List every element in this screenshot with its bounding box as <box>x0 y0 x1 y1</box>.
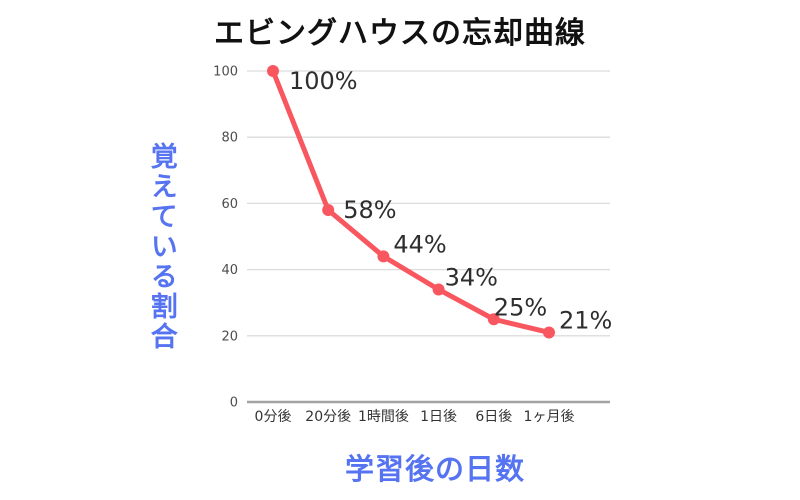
x-category-label: 1日後 <box>420 409 457 425</box>
data-point <box>377 250 390 263</box>
y-tick-label: 100 <box>213 65 238 80</box>
data-point-label: 100% <box>289 67 358 95</box>
y-axis-label: 覚えている割合 <box>145 142 177 352</box>
x-category-label: 6日後 <box>475 409 512 425</box>
data-point <box>432 283 445 296</box>
curve-line <box>270 68 552 335</box>
data-point-label: 44% <box>393 230 446 258</box>
x-axis-label: 学習後の日数 <box>344 452 525 486</box>
x-category-label: 20分後 <box>305 409 351 425</box>
y-tick-label: 40 <box>221 263 238 278</box>
x-category-label: 0分後 <box>255 409 292 425</box>
data-point-label: 21% <box>559 306 612 334</box>
chart-title: エビングハウスの忘却曲線 <box>214 16 586 51</box>
data-point-label: 58% <box>343 196 396 224</box>
y-tick-label: 20 <box>221 329 238 344</box>
x-category-label: 1時間後 <box>358 409 409 425</box>
data-point <box>267 65 279 77</box>
x-category-label: 1ヶ月後 <box>524 409 575 425</box>
data-point-label: 25% <box>494 293 547 321</box>
data-point <box>487 313 500 326</box>
data-point-label: 34% <box>445 263 498 291</box>
data-point <box>322 204 335 217</box>
y-tick-label: 60 <box>221 197 238 212</box>
data-point <box>543 326 555 339</box>
y-tick-label: 0 <box>230 396 238 411</box>
y-tick-label: 80 <box>221 131 238 146</box>
